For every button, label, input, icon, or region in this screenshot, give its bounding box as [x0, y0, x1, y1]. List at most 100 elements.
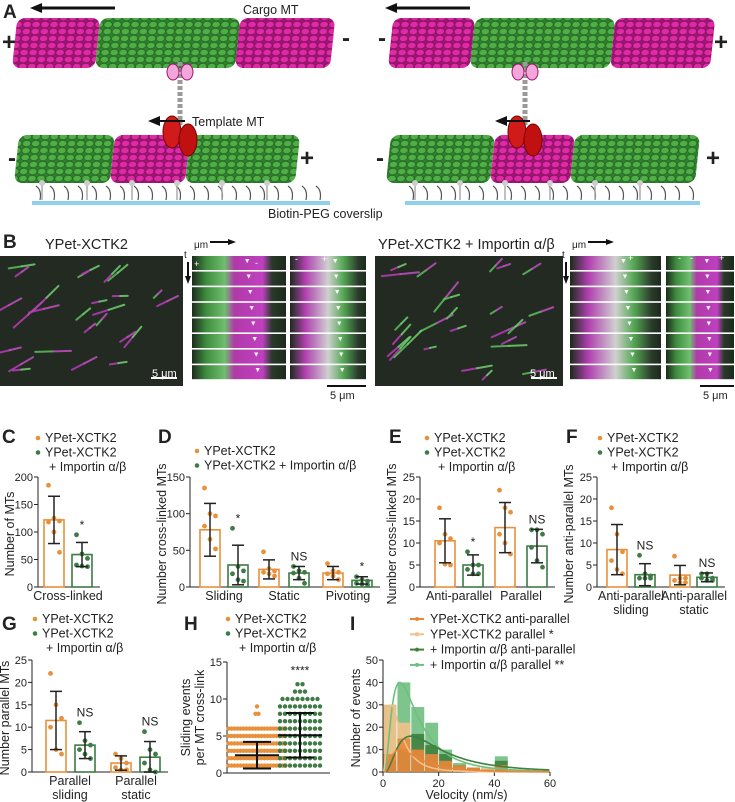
chart-panel-h: H 0 5 10 15 Sliding events per MT cross-link YP…	[179, 612, 330, 780]
arrowhead-icon: ▼	[620, 258, 627, 265]
kymograph-2-frame	[290, 365, 366, 380]
data-point	[256, 711, 261, 716]
data-point	[272, 568, 277, 574]
microtubule	[391, 333, 403, 346]
microtubule	[8, 346, 22, 352]
data-point	[277, 719, 283, 724]
significance-label: NS	[699, 556, 716, 570]
microtubule	[450, 306, 458, 315]
biotin-bead	[457, 180, 463, 186]
peg-linker	[478, 185, 485, 201]
legend-marker	[32, 616, 38, 622]
cargo-direction-arrow-head	[30, 3, 42, 13]
microtubule	[406, 329, 423, 346]
microtubule	[461, 367, 478, 372]
legend-entry: + Importin α/β parallel **	[430, 658, 564, 672]
data-point	[213, 546, 218, 552]
y-tick-label: 5	[216, 731, 222, 743]
y-tick-label: 0	[216, 768, 222, 780]
data-point	[280, 696, 285, 702]
y-tick-label: 0	[21, 767, 27, 779]
arrowhead-icon: ▼	[628, 336, 635, 343]
arrowhead-icon: ▼	[705, 320, 712, 327]
data-point	[85, 556, 90, 561]
biotin-bead	[219, 180, 225, 186]
kymograph-1-frame	[192, 256, 286, 270]
kymo-plus-end-2: +	[322, 254, 327, 264]
panel-label-b: B	[3, 232, 17, 253]
data-point	[312, 748, 318, 753]
data-point	[292, 689, 298, 694]
peg-linker	[464, 185, 471, 201]
arrowhead-icon: ▼	[629, 352, 636, 359]
panel-label-c: C	[2, 427, 16, 448]
arrowhead-icon: ▼	[334, 289, 341, 296]
distance-arrow-head	[228, 239, 236, 245]
peg-linker	[161, 185, 168, 201]
arrowhead-icon: ▼	[623, 289, 630, 296]
category-label: Parallel	[500, 589, 542, 603]
y-axis-label: Number anti-parallel MTs	[562, 465, 576, 604]
data-point	[46, 482, 51, 488]
kymograph-3-frame	[570, 349, 661, 364]
motor-tail-domain	[511, 63, 525, 81]
y-tick-label: 10	[210, 694, 222, 706]
y-tick-label: 20	[15, 677, 27, 689]
arrowhead-icon: ▼	[333, 274, 340, 281]
data-point	[307, 741, 313, 746]
category-label: Parallel	[115, 774, 157, 788]
y-tick-label: 100	[167, 509, 185, 521]
kymo-time-axis-left: t	[184, 250, 187, 261]
data-point	[282, 748, 288, 753]
data-point	[307, 726, 313, 731]
kymograph-1-frame	[192, 365, 286, 380]
data-point	[277, 704, 283, 709]
category-label: static	[679, 603, 708, 617]
data-point	[648, 575, 653, 581]
microtubule	[7, 265, 23, 270]
y-tick-label: 15	[210, 657, 222, 669]
motor-head	[178, 123, 198, 157]
microtubule	[75, 313, 85, 321]
microtubule	[108, 362, 120, 366]
data-point	[88, 742, 93, 748]
significance-label: *	[236, 511, 241, 525]
microtubule	[83, 356, 98, 365]
y-tick-label: 20	[366, 722, 378, 734]
legend-entry: YPet-XCTK2	[434, 446, 506, 460]
significance-label: ****	[291, 664, 310, 678]
microtubule	[445, 281, 459, 298]
peg-linker	[63, 185, 70, 201]
data-point	[282, 763, 288, 768]
microtubule	[8, 297, 23, 307]
arrowhead-icon: ▼	[707, 367, 714, 374]
data-point	[292, 726, 298, 731]
microtubule	[83, 326, 91, 334]
peg-linker	[273, 185, 280, 201]
kymograph-3-frame	[570, 318, 661, 333]
histogram-bar	[439, 760, 453, 772]
microtubule	[495, 305, 503, 312]
significance-label: NS	[529, 512, 546, 526]
y-tick-label: 15	[15, 700, 27, 712]
data-point	[312, 763, 318, 768]
legend-marker	[32, 631, 38, 636]
y-tick-label: 0	[372, 767, 378, 779]
data-point	[261, 569, 266, 575]
arrowhead-icon: ▼	[247, 289, 254, 296]
peg-linker	[506, 185, 513, 201]
kymo-plus-end: +	[194, 259, 199, 269]
microtubule	[34, 350, 55, 353]
cargo-mt-2-segment	[388, 18, 475, 68]
legend-marker	[424, 450, 430, 455]
template-direction-arrow-head	[148, 116, 160, 126]
microtubule	[33, 296, 48, 311]
panel-label-f: F	[566, 427, 578, 448]
data-point	[302, 689, 308, 694]
image-scale-bar-right: 5 μm	[530, 368, 555, 380]
template-right-end-sign-2: +	[706, 145, 720, 172]
fit-curve	[383, 748, 550, 773]
arrowhead-icon: ▼	[337, 336, 344, 343]
data-point	[59, 715, 64, 721]
y-tick-label: 30	[366, 700, 378, 712]
